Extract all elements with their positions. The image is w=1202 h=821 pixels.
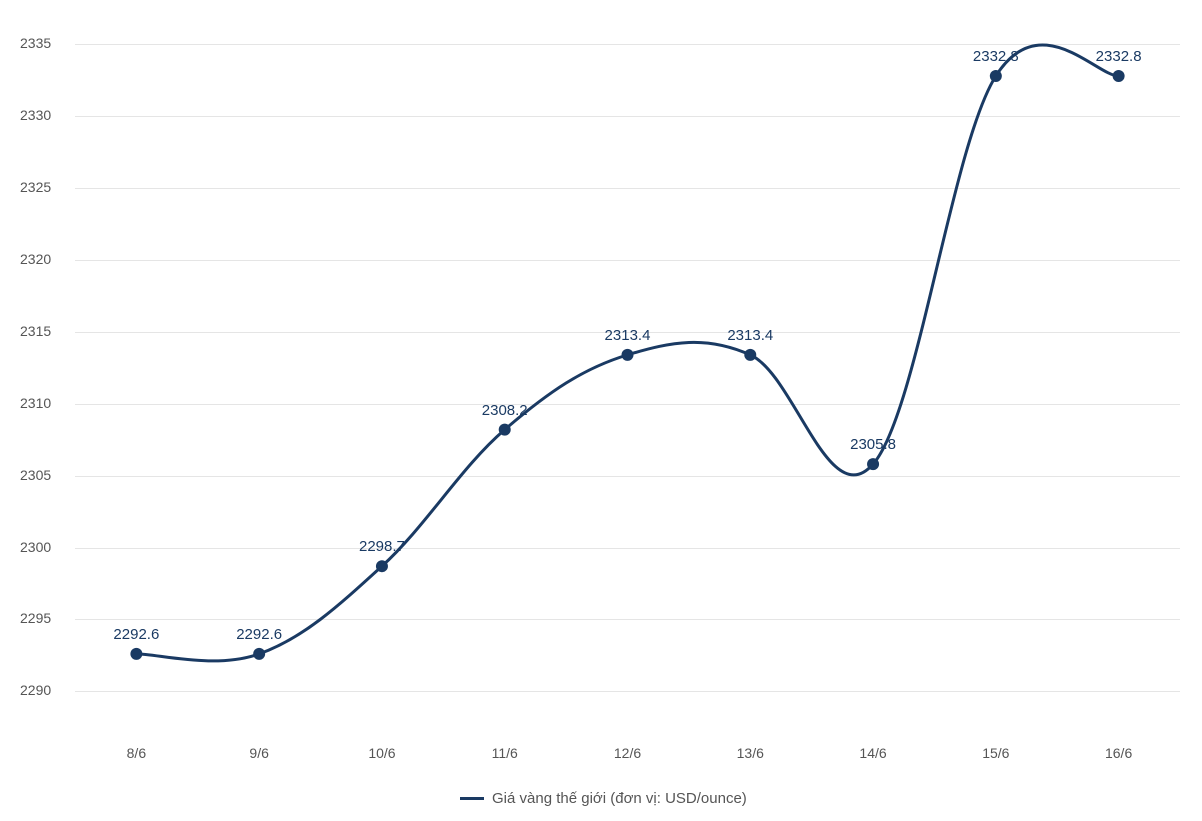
data-point-marker[interactable]: [1113, 70, 1125, 82]
data-point-marker[interactable]: [253, 648, 265, 660]
chart-container: 2290229523002305231023152320232523302335…: [0, 0, 1202, 821]
data-point-marker[interactable]: [867, 458, 879, 470]
data-point-marker[interactable]: [744, 349, 756, 361]
data-label: 2292.6: [113, 626, 159, 643]
data-label: 2298.7: [359, 538, 405, 555]
line-chart-svg: [0, 0, 1202, 821]
data-point-marker[interactable]: [499, 424, 511, 436]
data-point-marker[interactable]: [622, 349, 634, 361]
data-label: 2332.8: [973, 48, 1019, 65]
data-label: 2308.2: [482, 402, 528, 419]
data-point-marker[interactable]: [990, 70, 1002, 82]
legend: Giá vàng thế giới (đơn vị: USD/ounce): [460, 790, 747, 807]
data-label: 2292.6: [236, 626, 282, 643]
data-label: 2313.4: [605, 327, 651, 344]
data-label: 2313.4: [727, 327, 773, 344]
data-point-marker[interactable]: [376, 560, 388, 572]
data-label: 2332.8: [1096, 48, 1142, 65]
data-label: 2305.8: [850, 436, 896, 453]
legend-swatch: [460, 797, 484, 800]
legend-label: Giá vàng thế giới (đơn vị: USD/ounce): [492, 790, 747, 807]
data-point-marker[interactable]: [130, 648, 142, 660]
